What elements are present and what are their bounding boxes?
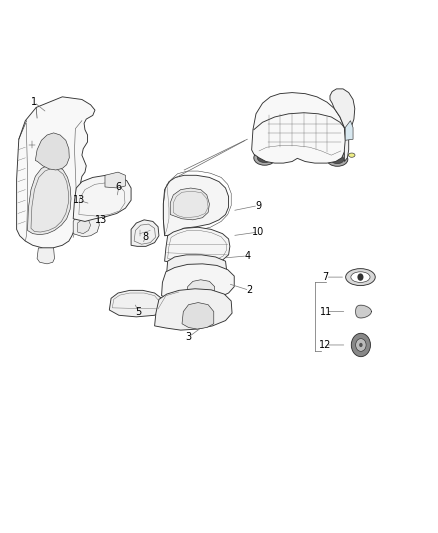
Text: 13: 13: [95, 215, 107, 225]
Ellipse shape: [331, 155, 344, 164]
Polygon shape: [165, 227, 230, 265]
Polygon shape: [167, 255, 227, 278]
Polygon shape: [73, 175, 131, 221]
Circle shape: [96, 183, 105, 193]
Text: 11: 11: [319, 306, 332, 317]
Text: 4: 4: [244, 251, 251, 261]
Polygon shape: [131, 220, 159, 246]
Polygon shape: [186, 280, 215, 301]
Polygon shape: [252, 93, 346, 163]
Polygon shape: [105, 172, 125, 188]
Text: 13: 13: [73, 195, 85, 205]
Circle shape: [359, 343, 363, 347]
Polygon shape: [345, 120, 353, 140]
Text: 5: 5: [135, 306, 141, 317]
Text: 8: 8: [142, 232, 148, 243]
Polygon shape: [35, 133, 69, 170]
Text: 6: 6: [116, 182, 122, 192]
Polygon shape: [37, 248, 54, 264]
Text: 12: 12: [319, 340, 332, 350]
Polygon shape: [28, 165, 71, 235]
Polygon shape: [182, 303, 214, 329]
Text: 10: 10: [252, 227, 264, 237]
Ellipse shape: [254, 150, 276, 165]
Polygon shape: [110, 290, 162, 317]
Polygon shape: [73, 211, 99, 237]
Text: 2: 2: [246, 285, 253, 295]
Polygon shape: [95, 198, 107, 209]
Ellipse shape: [327, 152, 348, 166]
Text: 9: 9: [255, 200, 261, 211]
Circle shape: [357, 273, 364, 281]
Circle shape: [28, 140, 35, 149]
Polygon shape: [330, 89, 355, 161]
Circle shape: [356, 338, 366, 351]
Circle shape: [351, 333, 371, 357]
Ellipse shape: [349, 153, 355, 157]
Polygon shape: [356, 305, 371, 318]
Polygon shape: [78, 219, 91, 233]
Text: 3: 3: [185, 332, 191, 342]
Polygon shape: [170, 188, 209, 220]
Text: 1: 1: [31, 97, 37, 107]
Polygon shape: [163, 175, 229, 236]
Ellipse shape: [351, 272, 370, 282]
Ellipse shape: [257, 153, 272, 163]
Polygon shape: [155, 289, 232, 330]
Ellipse shape: [346, 269, 375, 286]
Polygon shape: [17, 97, 95, 248]
Polygon shape: [162, 264, 234, 302]
Text: 7: 7: [322, 272, 329, 282]
Circle shape: [51, 152, 56, 158]
